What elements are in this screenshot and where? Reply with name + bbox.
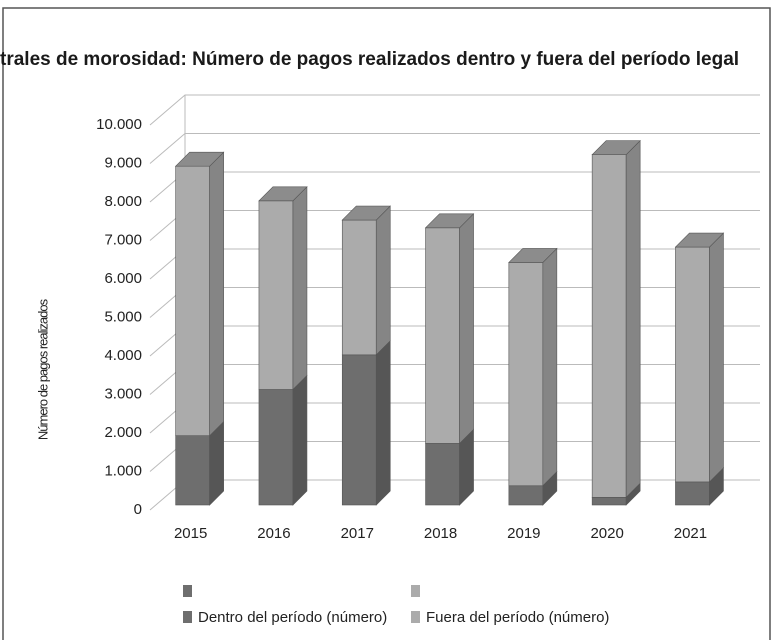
bar-side [542,247,558,487]
bar-side [375,340,391,506]
y-tick-label: 10.000 [96,116,142,133]
legend-swatch [411,611,420,623]
bar-front [425,227,460,444]
legend-artifact [183,585,192,597]
bar-front [258,200,294,390]
bar-top [341,205,391,221]
bar-segment [675,467,724,506]
bar-front [341,354,377,506]
y-tick-label: 9.000 [104,154,142,171]
bar-side [709,232,724,483]
bar-segment [341,340,391,506]
legend-artifact [411,585,420,597]
bar-segment [674,232,725,483]
bar-front [175,165,210,436]
frame [2,7,771,640]
bar-side [459,213,474,445]
y-tick-label: 0 [134,501,142,518]
y-tick-label: 1.000 [104,462,142,479]
legend-label: Dentro del período (número) [198,609,387,626]
bar-front [675,481,710,506]
x-tick-label: 2017 [341,525,374,542]
y-tick-label: 6.000 [104,270,142,287]
bar-top [258,186,308,202]
bar-segment [174,151,225,437]
bar-side [292,186,308,391]
bar-side [625,139,641,499]
bar-front [591,154,627,498]
bar-front [425,443,460,506]
bar-top [591,140,641,155]
bar-front [675,246,710,483]
bar-segment [175,420,224,506]
bar-front [508,485,544,506]
bar-front [258,389,294,506]
bar-segment [258,374,308,506]
bar-top [174,151,225,167]
bar-segment [591,139,641,499]
bar-front [175,435,210,506]
x-tick-label: 2019 [507,525,540,542]
bar-segment [424,213,475,445]
x-tick-label: 2020 [590,525,623,542]
bar-top [508,248,558,263]
y-tick-label: 5.000 [104,308,142,325]
x-tick-label: 2015 [174,525,207,542]
bar-side [292,374,308,506]
bar-segment [508,247,558,487]
bar-top [674,232,725,248]
bar-front [591,496,627,506]
bar-segment [258,186,308,391]
y-tick-label: 3.000 [104,385,142,402]
x-tick-label: 2016 [257,525,290,542]
y-axis-label: Número de pagos realizados [35,298,50,440]
y-tick-label: 4.000 [104,347,142,364]
y-tick-label: 7.000 [104,231,142,248]
bar-side [209,420,224,506]
bar-front [508,262,544,487]
bar-top [424,213,475,229]
legend-swatch [183,611,192,623]
bar-segment [425,428,474,506]
bar-front [341,219,377,356]
chart-title: trales de morosidad: Número de pagos rea… [0,49,739,70]
bar-side [209,151,224,437]
bar-side [375,205,391,356]
legend-label: Fuera del período (número) [426,609,609,626]
y-tick-label: 8.000 [104,193,142,210]
x-tick-label: 2021 [674,525,707,542]
x-tick-label: 2018 [424,525,457,542]
y-tick-label: 2.000 [104,424,142,441]
bar-segment [341,205,391,356]
